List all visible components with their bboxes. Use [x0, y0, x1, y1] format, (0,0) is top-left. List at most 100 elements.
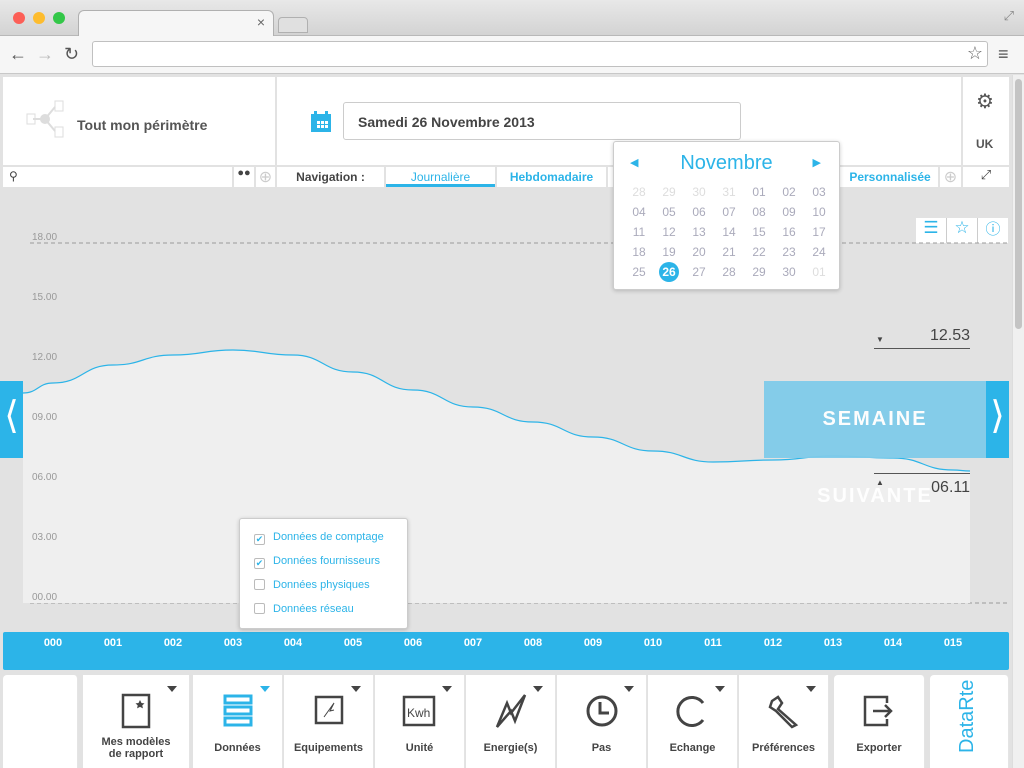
toolbar-pas[interactable]: Pas: [557, 675, 647, 768]
back-icon[interactable]: ←: [9, 44, 27, 64]
toolbar-unite[interactable]: Kwh Unité: [375, 675, 465, 768]
date-input[interactable]: Samedi 26 Novembre 2013: [343, 102, 741, 140]
expand-icon[interactable]: ⤢: [963, 167, 1009, 187]
address-bar[interactable]: ☆: [92, 41, 988, 67]
close-window-button[interactable]: [13, 12, 25, 24]
binoculars-icon[interactable]: ●●: [234, 167, 254, 187]
next-week-label[interactable]: SEMAINE SUIVANTE: [764, 381, 986, 507]
calendar-day[interactable]: 29: [662, 185, 676, 199]
x-tick-label: 006: [403, 637, 423, 649]
calendar-day[interactable]: 28: [722, 265, 736, 279]
calendar-day[interactable]: 01: [752, 185, 766, 199]
minimize-window-button[interactable]: [33, 12, 45, 24]
forward-icon[interactable]: →: [36, 44, 54, 64]
calendar-day[interactable]: 31: [722, 185, 736, 199]
calendar-day[interactable]: 01: [812, 265, 826, 279]
previous-month-icon[interactable]: ◀: [630, 157, 639, 169]
calendar-day[interactable]: 08: [752, 205, 766, 219]
new-tab-button[interactable]: [278, 17, 308, 33]
calendar-day[interactable]: 02: [782, 185, 796, 199]
checkbox-checked-icon[interactable]: ✔: [254, 558, 265, 569]
gear-icon[interactable]: ⚙: [976, 91, 994, 113]
option-donnees-comptage[interactable]: ✔ Données de comptage: [254, 531, 384, 545]
toolbar-energies[interactable]: Energie(s): [466, 675, 556, 768]
info-icon[interactable]: ⓘ: [985, 221, 1001, 238]
calendar-day[interactable]: 30: [692, 185, 706, 199]
x-tick-label: 009: [583, 637, 603, 649]
bookmark-star-icon[interactable]: ☆: [966, 43, 983, 63]
calendar-icon[interactable]: [310, 111, 332, 133]
toolbar-echange[interactable]: Echange: [648, 675, 738, 768]
search-icon: ⚲: [9, 169, 18, 183]
calendar-day[interactable]: 05: [662, 205, 676, 219]
next-week-button[interactable]: ⟩: [986, 381, 1009, 458]
calendar-day[interactable]: 29: [752, 265, 766, 279]
reload-icon[interactable]: ↻: [64, 44, 80, 64]
toolbar-exporter[interactable]: Exporter: [834, 675, 925, 768]
calendar-day[interactable]: 04: [632, 205, 646, 219]
calendar-day[interactable]: 30: [782, 265, 796, 279]
toolbar-equipements[interactable]: Equipements: [284, 675, 374, 768]
calendar-day[interactable]: 25: [632, 265, 646, 279]
calendar-day[interactable]: 22: [752, 245, 766, 259]
time-axis-bar: [3, 632, 1009, 670]
calendar-day[interactable]: 10: [812, 205, 826, 219]
tab-hebdomadaire[interactable]: Hebdomadaire: [497, 167, 606, 187]
scrollbar-thumb[interactable]: [1015, 79, 1022, 329]
star-icon[interactable]: ☆: [947, 218, 978, 243]
x-tick-label: 008: [523, 637, 543, 649]
min-value: 06.11: [931, 479, 970, 496]
calendar-day[interactable]: 27: [692, 265, 706, 279]
calendar-day[interactable]: 19: [662, 245, 676, 259]
browser-toolbar: ← → ↻ ☆ ≡: [0, 36, 1024, 74]
calendar-day[interactable]: 26: [659, 262, 679, 282]
calendar-day[interactable]: 12: [662, 225, 676, 239]
previous-week-button[interactable]: ⟨: [0, 381, 23, 458]
perimeter-panel[interactable]: Tout mon périmètre: [3, 77, 275, 165]
calendar-day[interactable]: 24: [812, 245, 826, 259]
checkbox-icon[interactable]: [254, 579, 265, 590]
x-tick-label: 001: [103, 637, 123, 649]
calendar-day[interactable]: 03: [812, 185, 826, 199]
calendar-day[interactable]: 28: [632, 185, 646, 199]
calendar-day[interactable]: 11: [632, 225, 646, 239]
option-donnees-physiques[interactable]: Données physiques: [254, 579, 370, 591]
calendar-day[interactable]: 06: [692, 205, 706, 219]
list-icon[interactable]: ☰: [916, 218, 947, 243]
calendar-day[interactable]: 15: [752, 225, 766, 239]
calendar-day[interactable]: 14: [722, 225, 736, 239]
toolbar-preferences[interactable]: Préférences: [739, 675, 829, 768]
calendar-day[interactable]: 16: [782, 225, 796, 239]
close-tab-icon[interactable]: ×: [256, 14, 265, 30]
calendar-day[interactable]: 17: [812, 225, 826, 239]
add-period-icon[interactable]: ⊕: [940, 167, 961, 187]
x-tick-label: 012: [763, 637, 783, 649]
calendar-day[interactable]: 09: [782, 205, 796, 219]
calendar-day[interactable]: 21: [722, 245, 736, 259]
option-donnees-fournisseurs[interactable]: ✔ Données fournisseurs: [254, 555, 381, 569]
calendar-day[interactable]: 23: [782, 245, 796, 259]
search-input[interactable]: ⚲: [3, 167, 232, 187]
calendar-day[interactable]: 13: [692, 225, 706, 239]
fullscreen-icon[interactable]: ⤢: [1003, 8, 1014, 23]
checkbox-icon[interactable]: [254, 603, 265, 614]
tab-personnalisee[interactable]: Personnalisée: [842, 167, 938, 187]
zoom-window-button[interactable]: [53, 12, 65, 24]
toolbar-donnees[interactable]: Données: [193, 675, 283, 768]
calendar-day[interactable]: 20: [692, 245, 706, 259]
menu-icon[interactable]: ≡: [998, 44, 1009, 64]
x-tick-label: 014: [883, 637, 903, 649]
calendar-day[interactable]: 18: [632, 245, 646, 259]
report-template-icon: [121, 693, 151, 729]
browser-tab[interactable]: ×: [78, 10, 274, 37]
next-month-icon[interactable]: ▶: [812, 157, 821, 169]
toolbar-mes-modeles[interactable]: Mes modèles de rapport: [83, 675, 190, 768]
checkbox-checked-icon[interactable]: ✔: [254, 534, 265, 545]
page-scrollbar[interactable]: [1012, 75, 1024, 768]
svg-text:Kwh: Kwh: [407, 706, 430, 720]
add-icon[interactable]: ⊕: [256, 167, 275, 187]
language-button[interactable]: UK: [976, 137, 994, 151]
option-donnees-reseau[interactable]: Données réseau: [254, 603, 354, 615]
calendar-day[interactable]: 07: [722, 205, 736, 219]
tab-journaliere[interactable]: Journalière: [386, 167, 495, 187]
